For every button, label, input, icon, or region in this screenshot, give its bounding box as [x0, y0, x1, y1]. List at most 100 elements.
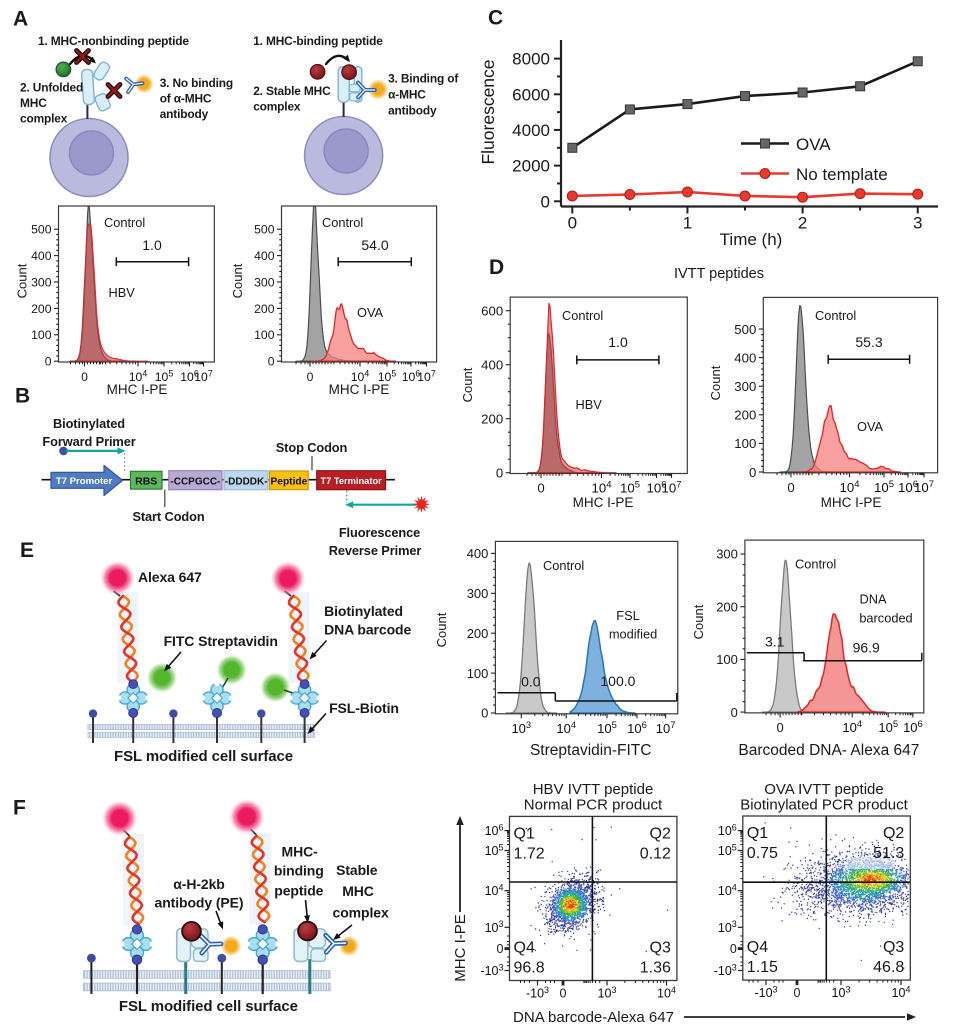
svg-text:100: 100: [254, 328, 275, 342]
svg-text:55.3: 55.3: [855, 334, 882, 350]
svg-text:100: 100: [734, 436, 756, 451]
svg-text:2: 2: [798, 214, 807, 233]
svg-text:-103: -103: [754, 984, 777, 1000]
svg-text:500: 500: [254, 223, 275, 237]
svg-text:2. Stable MHC: 2. Stable MHC: [253, 84, 331, 98]
svg-text:C: C: [488, 7, 503, 30]
svg-text:F: F: [13, 797, 26, 820]
svg-text:200: 200: [254, 302, 275, 316]
svg-text:600: 600: [481, 303, 503, 318]
svg-text:DNA barcode-Alexa 647: DNA barcode-Alexa 647: [513, 1009, 674, 1026]
svg-text:Fluorescence: Fluorescence: [478, 59, 498, 164]
svg-text:300: 300: [31, 275, 52, 289]
svg-text:FSL modified cell surface: FSL modified cell surface: [114, 748, 293, 765]
svg-text:OVA: OVA: [796, 135, 831, 154]
svg-text:Control: Control: [815, 308, 856, 323]
svg-text:0: 0: [81, 370, 88, 384]
svg-text:300: 300: [716, 547, 738, 562]
svg-text:1.15: 1.15: [747, 959, 778, 976]
svg-text:3. Binding of: 3. Binding of: [388, 72, 458, 86]
svg-text:MHC: MHC: [342, 883, 374, 899]
svg-text:300: 300: [467, 586, 489, 601]
svg-text:300: 300: [734, 379, 756, 394]
svg-text:α-H-2kb: α-H-2kb: [173, 876, 224, 892]
svg-text:1. MHC-binding peptide: 1. MHC-binding peptide: [253, 34, 383, 48]
svg-text:DNA barcode: DNA barcode: [324, 622, 411, 638]
svg-text:54.0: 54.0: [361, 237, 388, 253]
svg-text:96.8: 96.8: [514, 960, 545, 977]
svg-text:200: 200: [734, 408, 756, 423]
svg-text:0: 0: [787, 480, 794, 495]
svg-text:51.3: 51.3: [873, 845, 904, 862]
svg-text:3.1: 3.1: [765, 634, 785, 650]
svg-text:Normal PCR product: Normal PCR product: [524, 797, 663, 814]
svg-text:0.75: 0.75: [747, 845, 778, 862]
svg-text:Q4: Q4: [514, 940, 535, 957]
svg-text:0: 0: [541, 192, 550, 211]
svg-text:0: 0: [268, 355, 275, 369]
svg-text:Biotinylated PCR product: Biotinylated PCR product: [740, 797, 908, 814]
svg-text:200: 200: [481, 411, 503, 426]
svg-text:3: 3: [913, 214, 922, 233]
svg-text:1.0: 1.0: [142, 237, 162, 253]
svg-text:3. No binding: 3. No binding: [160, 76, 233, 90]
svg-text:500: 500: [734, 322, 756, 337]
svg-text:HBV: HBV: [576, 397, 603, 412]
svg-text:Count: Count: [15, 263, 30, 298]
svg-text:0.12: 0.12: [640, 845, 671, 862]
svg-text:0: 0: [749, 465, 756, 480]
svg-text:Barcoded DNA- Alexa 647: Barcoded DNA- Alexa 647: [738, 742, 919, 759]
svg-text:α-MHC: α-MHC: [388, 88, 426, 102]
svg-text:complex: complex: [253, 100, 301, 114]
svg-text:No template: No template: [796, 165, 888, 184]
svg-text:complex: complex: [20, 112, 68, 126]
svg-text:400: 400: [254, 249, 275, 263]
svg-text:2000: 2000: [512, 157, 550, 176]
svg-text:Reverse Primer: Reverse Primer: [329, 543, 422, 558]
svg-text:0: 0: [481, 706, 488, 721]
svg-text:Count: Count: [434, 612, 449, 647]
svg-text:peptide: peptide: [274, 883, 323, 899]
svg-text:Control: Control: [322, 215, 363, 230]
svg-text:200: 200: [716, 599, 738, 614]
svg-text:DNA: DNA: [859, 592, 886, 607]
svg-text:0.0: 0.0: [521, 674, 541, 690]
svg-text:200: 200: [31, 302, 52, 316]
svg-text:D: D: [489, 256, 504, 279]
svg-text:IVTT peptides: IVTT peptides: [674, 266, 764, 282]
svg-text:-DDDDK-: -DDDDK-: [225, 476, 268, 487]
svg-text:46.8: 46.8: [873, 959, 904, 976]
svg-text:OVA: OVA: [357, 305, 384, 320]
svg-text:MHC I-PE: MHC I-PE: [452, 914, 469, 982]
svg-text:100: 100: [31, 328, 52, 342]
svg-text:400: 400: [467, 546, 489, 561]
svg-text:Alexa 647: Alexa 647: [138, 569, 202, 585]
svg-text:8000: 8000: [512, 50, 550, 69]
svg-text:Biotinylated: Biotinylated: [324, 603, 403, 619]
svg-text:HBV IVTT peptide: HBV IVTT peptide: [533, 781, 654, 798]
svg-text:MHC I-PE: MHC I-PE: [329, 382, 390, 397]
svg-text:400: 400: [31, 249, 52, 263]
svg-text:of α-MHC: of α-MHC: [160, 92, 212, 106]
svg-text:0: 0: [568, 214, 577, 233]
svg-text:antibody (PE): antibody (PE): [155, 895, 244, 911]
svg-text:1. MHC-nonbinding peptide: 1. MHC-nonbinding peptide: [38, 34, 189, 48]
svg-text:400: 400: [734, 350, 756, 365]
svg-text:400: 400: [481, 357, 503, 372]
svg-text:MHC: MHC: [20, 96, 47, 110]
svg-text:0: 0: [45, 355, 52, 369]
svg-text:Q1: Q1: [514, 825, 535, 842]
svg-text:barcoded: barcoded: [859, 611, 912, 626]
svg-text:4000: 4000: [512, 121, 550, 140]
svg-text:Q4: Q4: [747, 939, 768, 956]
svg-text:Count: Count: [230, 263, 245, 298]
svg-text:B: B: [15, 385, 30, 408]
svg-text:100: 100: [716, 652, 738, 667]
svg-text:6000: 6000: [512, 85, 550, 104]
svg-text:MHC I-PE: MHC I-PE: [573, 495, 634, 510]
svg-text:100.0: 100.0: [600, 673, 635, 689]
svg-text:0: 0: [731, 705, 738, 720]
svg-text:0: 0: [307, 370, 314, 384]
svg-text:0: 0: [497, 942, 504, 956]
svg-text:Q3: Q3: [883, 939, 904, 956]
